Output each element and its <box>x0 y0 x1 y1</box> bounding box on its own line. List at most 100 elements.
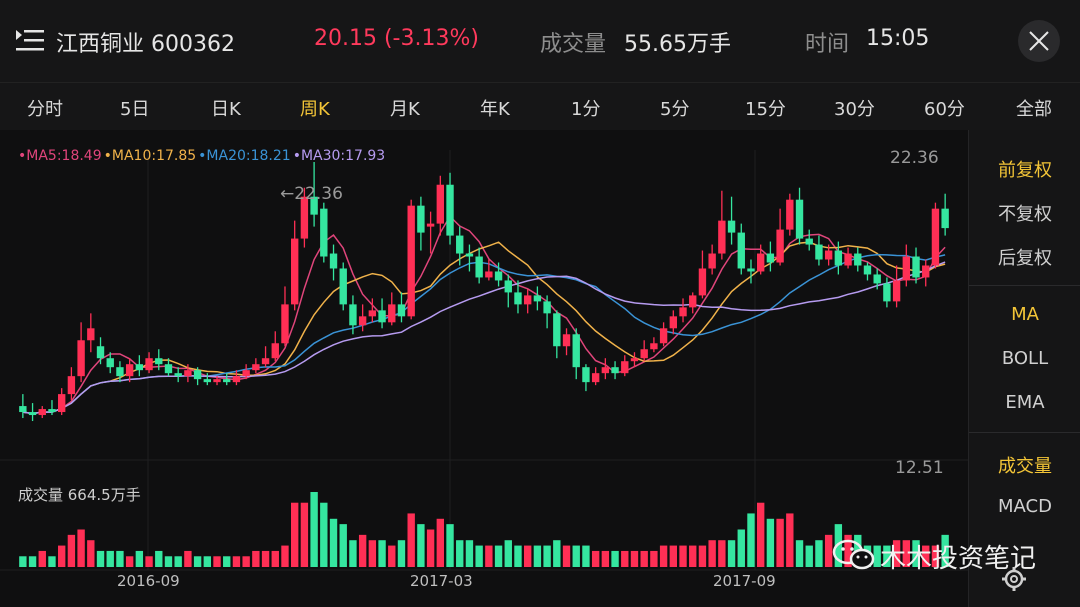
candle-body <box>679 307 687 317</box>
candle-body <box>844 253 852 266</box>
volume-bar <box>941 534 949 567</box>
volume-bar <box>922 545 930 567</box>
volume-bar <box>523 545 532 567</box>
tab-day-k[interactable]: 日K <box>211 99 241 120</box>
candle-body <box>349 304 357 326</box>
close-button[interactable] <box>1018 20 1060 62</box>
volume-bar <box>689 545 697 567</box>
volume-bar <box>57 545 66 567</box>
candle-body <box>854 253 862 266</box>
candle-body <box>931 208 940 266</box>
volume-bar <box>543 545 551 567</box>
candle-body <box>824 250 833 260</box>
fq-forward[interactable]: 前复权 <box>998 160 1052 181</box>
volume-bar <box>349 540 357 567</box>
indicator-ma[interactable]: MA <box>1011 304 1039 325</box>
volume-bar <box>213 556 221 567</box>
volume-bar <box>892 540 901 567</box>
candle-body <box>135 364 144 371</box>
tab-30min[interactable]: 30分 <box>834 99 875 120</box>
candle-body <box>863 265 872 275</box>
candle-body <box>106 358 114 368</box>
volume-bar <box>873 545 881 567</box>
candle-body <box>562 334 571 347</box>
volume-bar <box>242 556 250 567</box>
volume-bar <box>708 540 716 567</box>
volume-bar <box>388 545 396 567</box>
candle-body <box>941 208 949 229</box>
ma20-line <box>22 253 946 415</box>
volume-bar <box>203 556 212 567</box>
tab-month-k[interactable]: 月K <box>390 99 420 120</box>
tab-year-k[interactable]: 年K <box>480 99 510 120</box>
ma5-line <box>22 215 946 415</box>
candle-body <box>795 199 804 239</box>
volume-bar <box>718 540 726 567</box>
tab-15min[interactable]: 15分 <box>745 99 786 120</box>
candle-body <box>456 235 464 254</box>
ma10-line <box>22 241 946 415</box>
volume-bar <box>19 556 27 567</box>
volume-bar <box>630 550 639 567</box>
volume-bar <box>504 540 512 567</box>
sub-macd[interactable]: MACD <box>998 496 1052 517</box>
fq-backward[interactable]: 后复权 <box>998 248 1052 269</box>
volume-bar <box>232 556 241 567</box>
tab-week-k[interactable]: 周K <box>300 99 330 120</box>
divider <box>969 285 1080 286</box>
volume-bar <box>456 540 464 567</box>
candle-body <box>388 304 396 323</box>
indicator-ema[interactable]: EMA <box>1005 392 1045 413</box>
candle-body <box>339 268 347 305</box>
candle-body <box>417 205 425 233</box>
candle-body <box>553 313 561 347</box>
candle-body <box>223 379 231 383</box>
volume-bar <box>407 513 415 567</box>
volume-bar <box>77 529 85 567</box>
menu-icon[interactable] <box>16 30 46 52</box>
kline-chart-area[interactable] <box>0 130 968 607</box>
candle-body <box>475 256 483 278</box>
volume-bar <box>446 524 454 567</box>
kline-chart[interactable] <box>0 130 968 607</box>
volume-bar <box>747 513 755 567</box>
tab-5min[interactable]: 5分 <box>660 99 690 120</box>
side-panel: 前复权 不复权 后复权 MA BOLL EMA 成交量 MACD <box>968 130 1080 607</box>
volume-bar <box>48 556 56 567</box>
candle-body <box>766 253 775 263</box>
volume-bar <box>252 550 260 567</box>
indicator-boll[interactable]: BOLL <box>1001 348 1049 369</box>
candle-body <box>446 184 454 236</box>
candle-body <box>747 268 755 272</box>
tab-1min[interactable]: 1分 <box>571 99 601 120</box>
tab-60min[interactable]: 60分 <box>924 99 965 120</box>
candle-body <box>57 394 66 413</box>
candle-body <box>786 199 794 230</box>
volume-legend: 成交量 664.5万手 <box>18 486 141 504</box>
ma-legend: •MA5:18.49 •MA10:17.85 •MA20:18.21 •MA30:17… <box>18 148 387 164</box>
fq-none[interactable]: 不复权 <box>998 204 1052 225</box>
candle-body <box>155 358 163 365</box>
tab-fenshi[interactable]: 分时 <box>27 99 63 120</box>
volume-bar <box>795 540 804 567</box>
sub-volume[interactable]: 成交量 <box>998 456 1052 477</box>
gear-icon[interactable] <box>1000 565 1028 593</box>
candle-body <box>320 208 328 257</box>
candle-body <box>494 271 503 281</box>
tab-5day[interactable]: 5日 <box>120 99 150 120</box>
candle-body <box>883 283 891 302</box>
volume-bar <box>155 550 163 567</box>
candle-body <box>300 196 309 239</box>
candle-body <box>485 271 493 278</box>
header: 江西铜业 600362 20.15 (-3.13%) 成交量 55.65万手 时… <box>0 0 1080 82</box>
tab-all[interactable]: 全部 <box>1016 99 1052 120</box>
volume-bar <box>902 540 911 567</box>
volume-bar <box>368 540 377 567</box>
volume-bar <box>106 550 114 567</box>
candle-body <box>533 295 542 302</box>
volume-bar <box>135 550 144 567</box>
candle-body <box>630 358 639 362</box>
candle-body <box>689 295 697 308</box>
candle-body <box>591 373 600 383</box>
candle-body <box>572 334 580 368</box>
